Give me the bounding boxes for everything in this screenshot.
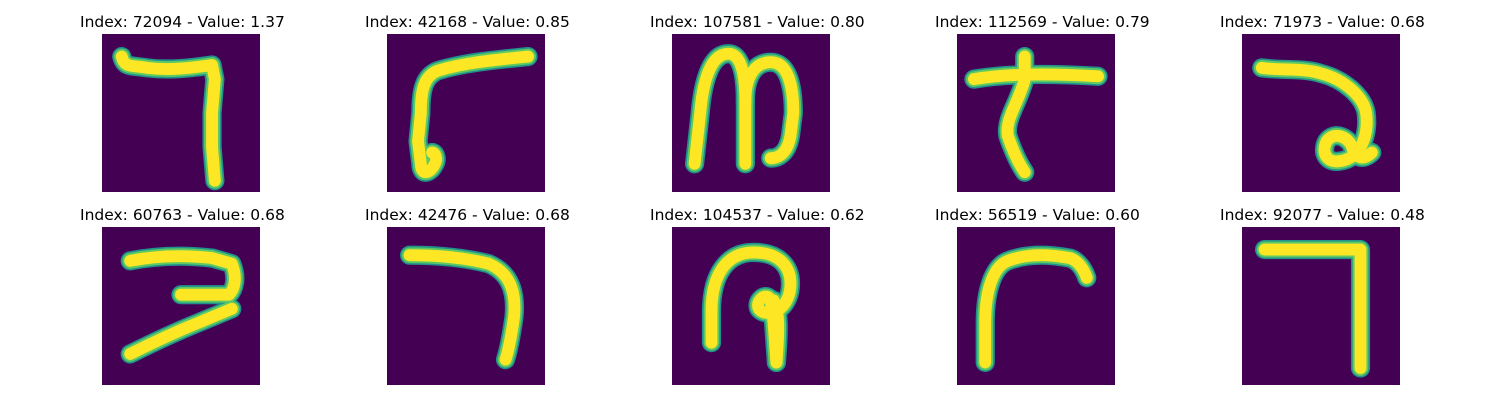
character-stroke [124,250,241,301]
character-stroke [979,249,1093,369]
z-shaped-character-image [102,227,260,385]
panel-title: Index: 71973 - Value: 0.68 [1220,13,1425,31]
character-stroke [1255,61,1378,168]
panel-title: Index: 92077 - Value: 0.48 [1220,206,1425,224]
image-panel: Index: 72094 - Value: 1.37 [80,12,285,197]
panel-title: Index: 60763 - Value: 0.68 [80,206,285,224]
seven-curve-character-image [387,227,545,385]
character-stroke [767,294,785,369]
character-stroke [1258,243,1367,374]
panel-title: Index: 56519 - Value: 0.60 [935,206,1140,224]
character-stroke [115,50,221,187]
panel-title: Index: 107581 - Value: 0.80 [650,13,865,31]
m-shaped-character-image [672,34,830,192]
image-panel: Index: 71973 - Value: 0.68 [1220,12,1425,197]
character-stroke [968,68,1104,86]
panel-title: Index: 112569 - Value: 0.79 [935,13,1150,31]
character-stroke [124,302,238,360]
character-stroke [739,56,800,165]
image-panel: Index: 92077 - Value: 0.48 [1220,205,1425,390]
hooked-seven-character-image [102,34,260,192]
seven-straight-character-image [1242,227,1400,385]
r-shaped-character-image [387,34,545,192]
panel-title: Index: 104537 - Value: 0.62 [650,206,865,224]
cross-stroke-character-image [957,34,1115,192]
character-stroke [403,249,521,366]
character-stroke [412,50,534,179]
image-panel: Index: 104537 - Value: 0.62 [650,205,865,390]
image-panel: Index: 42168 - Value: 0.85 [365,12,570,197]
image-panel: Index: 56519 - Value: 0.60 [935,205,1140,390]
p-loop-character-image [672,227,830,385]
image-panel: Index: 112569 - Value: 0.79 [935,12,1150,197]
image-panel: Index: 60763 - Value: 0.68 [80,205,285,390]
image-panel: Index: 42476 - Value: 0.68 [365,205,570,390]
image-background [957,34,1115,192]
character-stroke [705,246,797,369]
panel-title: Index: 72094 - Value: 1.37 [80,13,285,31]
arc-r-character-image [957,227,1115,385]
image-panel: Index: 107581 - Value: 0.80 [650,12,865,197]
panel-title: Index: 42168 - Value: 0.85 [365,13,570,31]
image-background [1242,34,1400,192]
a-loop-character-image [1242,34,1400,192]
panel-title: Index: 42476 - Value: 0.68 [365,206,570,224]
character-stroke [1001,50,1031,179]
